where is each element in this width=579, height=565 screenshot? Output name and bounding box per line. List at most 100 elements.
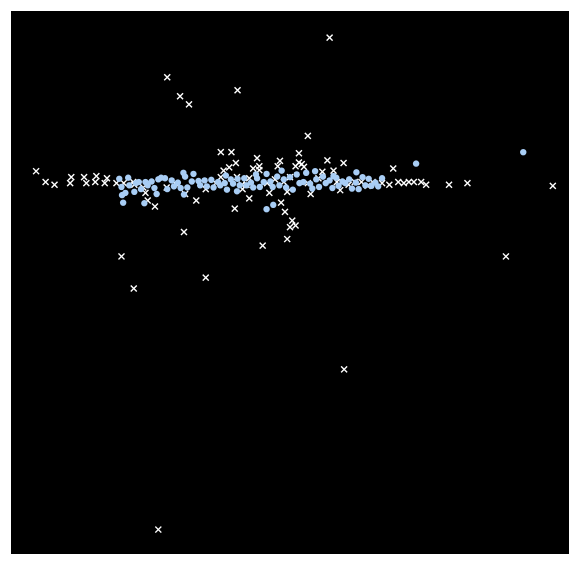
scatter-point-dot — [201, 177, 208, 184]
scatter-point-cross — [307, 190, 315, 198]
scatter-point-dot — [293, 171, 300, 178]
scatter-point-cross — [265, 189, 273, 197]
scatter-point-dot — [322, 179, 329, 187]
scatter-point-dot — [359, 173, 366, 181]
scatter-point-cross — [117, 252, 125, 260]
scatter-point-dot — [137, 185, 145, 193]
scatter-point-dot — [374, 183, 382, 190]
scatter-point-cross — [103, 174, 111, 182]
scatter-point-dot — [353, 169, 360, 176]
scatter-point-cross — [281, 208, 289, 216]
scatter-point-dot — [180, 169, 187, 177]
scatter-point-cross — [326, 34, 334, 42]
scatter-point-dot — [243, 182, 250, 189]
scatter-point-cross — [67, 173, 75, 181]
scatter-point-dot — [141, 200, 148, 207]
scatter-point-dot — [280, 176, 288, 183]
scatter-point-dot — [144, 182, 151, 189]
scatter-point-cross — [245, 194, 253, 202]
scatter-point-dot — [190, 170, 197, 178]
scatter-point-dot — [263, 170, 270, 178]
scatter-point-cross — [82, 179, 90, 187]
scatter-point-cross — [234, 86, 242, 94]
scatter-point-cross — [318, 168, 326, 176]
scatter-point-dot — [362, 182, 369, 189]
scatter-point-cross — [410, 178, 418, 186]
scatter-point-dot — [315, 183, 323, 191]
scatter-point-dot — [311, 167, 319, 175]
scatter-point-dot — [153, 190, 160, 198]
scatter-point-cross — [400, 179, 408, 187]
scatter-point-dot — [229, 180, 237, 187]
scatter-point-dot — [210, 184, 217, 191]
scatter-point-dot — [313, 176, 320, 183]
scatter-point-dot — [342, 179, 349, 187]
scatter-point-dot — [233, 188, 241, 195]
scatter-point-cross — [502, 252, 510, 260]
scatter-point-cross — [389, 164, 397, 172]
scatter-point-dot — [170, 183, 178, 190]
scatter-point-cross — [422, 181, 430, 189]
scatter-point-dot — [177, 184, 184, 192]
scatter-point-cross — [225, 163, 233, 171]
scatter-point-cross — [295, 149, 303, 157]
scatter-point-cross — [394, 178, 402, 186]
scatter-point-cross — [176, 92, 184, 100]
scatter-point-dot — [234, 175, 241, 182]
scatter-point-dot — [270, 201, 277, 209]
plot-marks — [32, 34, 557, 534]
scatter-point-dot — [252, 171, 260, 178]
scatter-point-cross — [227, 148, 235, 156]
scatter-point-cross — [417, 178, 425, 186]
scatter-point-dot — [330, 172, 337, 180]
scatter-point-cross — [255, 162, 263, 170]
scatter-point-dot — [131, 188, 138, 196]
scatter-point-cross — [163, 73, 171, 81]
scatter-point-cross — [259, 242, 267, 250]
scatter-point-dot — [355, 185, 362, 193]
scatter-point-cross — [101, 179, 109, 187]
scatter-point-cross — [80, 173, 88, 181]
scatter-point-dot — [118, 191, 126, 199]
scatter-point-dot — [319, 173, 327, 180]
scatter-point-dot — [365, 175, 372, 182]
scatter-point-dot — [217, 182, 224, 189]
scatter-point-cross — [277, 199, 285, 207]
scatter-point-dot — [269, 183, 276, 191]
scatter-point-cross — [202, 274, 210, 282]
scatter-point-dot — [352, 179, 360, 186]
scatter-point-dot — [116, 175, 123, 182]
scatter-point-cross — [185, 100, 193, 108]
scatter-point-dot — [164, 185, 171, 193]
scatter-point-cross — [292, 221, 300, 229]
scatter-point-cross — [288, 217, 296, 225]
scatter-point-cross — [66, 179, 74, 187]
scatter-point-cross — [463, 179, 471, 187]
scatter-point-dot — [168, 177, 175, 184]
scatter-point-dot — [348, 185, 356, 192]
scatter-point-cross — [32, 167, 40, 175]
scatter-point-dot — [520, 148, 527, 156]
scatter-point-dot — [309, 185, 316, 192]
scatter-point-cross — [323, 156, 331, 164]
scatter-point-dot — [236, 182, 243, 189]
scatter-point-dot — [329, 184, 336, 192]
scatter-point-dot — [263, 205, 270, 213]
scatter-point-dot — [412, 160, 420, 167]
scatter-point-cross — [151, 202, 159, 210]
scatter-point-dot — [296, 179, 303, 187]
scatter-point-cross — [385, 181, 393, 189]
scatter-point-dot — [188, 178, 195, 185]
scatter-point-cross — [232, 159, 240, 167]
scatter-point-cross — [192, 197, 200, 205]
scatter-point-dot — [119, 199, 127, 206]
scatter-point-cross — [340, 365, 348, 373]
scatter-point-cross — [42, 178, 50, 186]
scatter-point-cross — [276, 157, 284, 165]
scatter-point-dot — [273, 173, 281, 180]
scatter-point-cross — [51, 181, 59, 189]
scatter-point-cross — [180, 228, 188, 236]
scatter-point-cross — [217, 148, 225, 156]
scatter-point-cross — [340, 159, 348, 167]
